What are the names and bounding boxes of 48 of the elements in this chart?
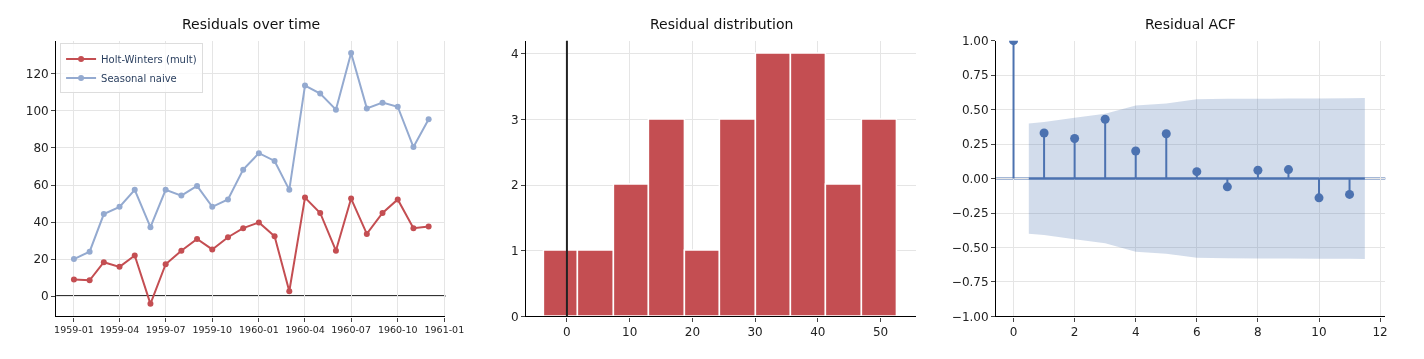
legend-label: Seasonal naive xyxy=(101,72,177,84)
x-tick-label: 1960-01 xyxy=(239,323,279,335)
x-tick-label: 4 xyxy=(1131,324,1140,339)
x-tick-label: 0 xyxy=(1009,324,1018,339)
x-tick-label: 10 xyxy=(1311,324,1327,339)
y-tick-label: 0 xyxy=(511,309,519,324)
chart-title: Residual ACF xyxy=(1145,16,1236,32)
y-tick-label: 3 xyxy=(511,112,519,127)
y-tick-label: −0.75 xyxy=(951,275,989,290)
y-tick-label: 4 xyxy=(511,46,519,61)
x-tick-label: 12 xyxy=(1372,324,1388,339)
y-tick-label: 0.25 xyxy=(961,137,989,152)
x-tick-label: 50 xyxy=(872,324,889,339)
y-tick-label: 1 xyxy=(511,243,519,258)
y-tick-label: 0.00 xyxy=(961,171,989,186)
x-tick-label: 1961-01 xyxy=(424,323,465,335)
x-tick-label: 1960-10 xyxy=(377,323,418,335)
y-tick-label: 1.00 xyxy=(961,33,989,48)
x-tick-label: 6 xyxy=(1193,324,1201,339)
y-tick-label: 0.50 xyxy=(961,102,989,117)
y-tick-label: −1.00 xyxy=(951,309,989,324)
x-tick-label: 10 xyxy=(622,324,638,339)
chart-title: Residual distribution xyxy=(650,16,794,32)
x-tick-label: 1960-04 xyxy=(285,323,325,335)
y-tick-label: 120 xyxy=(25,67,49,82)
y-tick-label: 100 xyxy=(25,104,49,119)
y-tick-label: 2 xyxy=(511,178,519,193)
y-tick-label: 80 xyxy=(33,141,49,156)
chart-title: Residuals over time xyxy=(182,16,321,32)
y-tick-label: 20 xyxy=(33,252,49,267)
y-tick-label: 60 xyxy=(33,178,49,193)
x-tick-label: 2 xyxy=(1070,324,1079,339)
x-tick-label: 1960-07 xyxy=(331,323,371,335)
y-tick-label: 0.75 xyxy=(961,68,989,83)
x-tick-label: 20 xyxy=(684,324,701,339)
x-tick-label: 0 xyxy=(563,324,571,339)
x-tick-label: 1959-04 xyxy=(99,323,140,335)
y-tick-label: 40 xyxy=(33,215,49,230)
legend-label: Holt-Winters (mult) xyxy=(101,53,197,65)
x-tick-label: 40 xyxy=(810,324,826,339)
y-tick-label: 0 xyxy=(41,289,49,304)
y-tick-label: −0.25 xyxy=(951,206,989,221)
x-tick-label: 8 xyxy=(1254,324,1262,339)
x-tick-label: 1959-10 xyxy=(192,323,233,335)
x-tick-label: 1959-07 xyxy=(145,323,186,335)
x-tick-label: 30 xyxy=(747,324,763,339)
x-tick-label: 1959-01 xyxy=(54,323,94,335)
y-tick-label: −0.50 xyxy=(951,240,989,255)
